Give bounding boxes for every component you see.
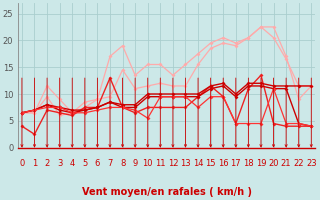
X-axis label: Vent moyen/en rafales ( km/h ): Vent moyen/en rafales ( km/h ) [82, 187, 252, 197]
